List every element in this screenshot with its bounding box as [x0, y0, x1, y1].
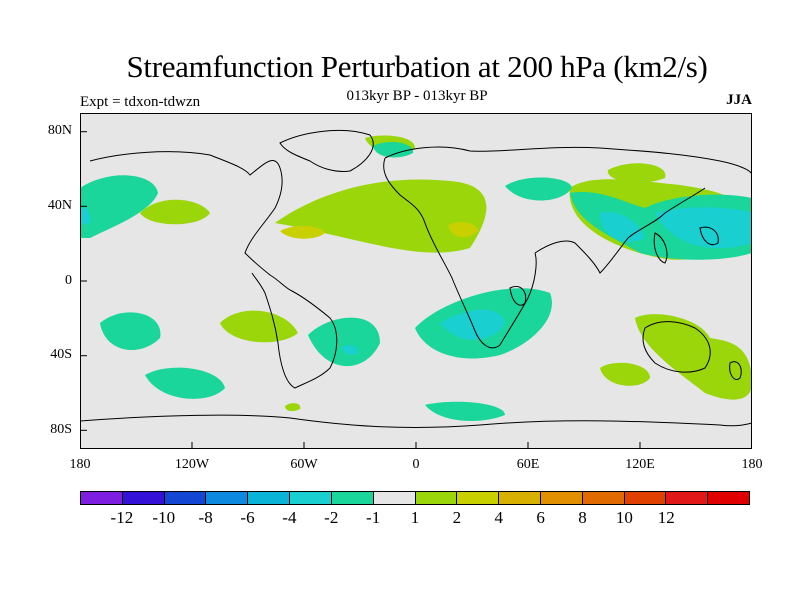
colorbar-swatch: [708, 492, 749, 504]
colorbar-label: 1: [410, 508, 420, 527]
y-tick-label: 0: [65, 273, 72, 288]
plot-subtitle: 013kyr BP - 013kyr BP: [346, 88, 488, 104]
colorbar-label: -2: [324, 508, 339, 527]
colorbar-label: 10: [615, 508, 633, 527]
contour-level-4: [280, 222, 478, 239]
colorbar-swatch: [415, 492, 458, 504]
x-tick-label: 180: [741, 457, 763, 472]
map-panel: [80, 113, 752, 449]
y-tick-label: 40S: [50, 347, 72, 362]
x-tick-label: 120E: [625, 457, 655, 472]
colorbar-swatch: [122, 492, 165, 504]
experiment-label: Expt = tdxon-tdwzn: [80, 94, 201, 110]
plot-title: Streamfunction Perturbation at 200 hPa (…: [126, 49, 708, 84]
y-tick-label: 40N: [47, 198, 72, 213]
x-tick-label: 0: [412, 457, 420, 472]
x-tick-label: 180: [69, 457, 91, 472]
colorbar-label: -12: [110, 508, 134, 527]
x-tick-label: 60E: [516, 457, 540, 472]
coastlines: [80, 129, 752, 428]
season-label: JJA: [726, 92, 752, 108]
colorbar-swatch: [331, 492, 374, 504]
colorbar-swatch: [499, 492, 541, 504]
colorbar-swatch: [373, 492, 416, 504]
colorbar-label: 4: [494, 508, 504, 527]
axis-ticks: [80, 131, 641, 449]
colorbar-label: -4: [282, 508, 297, 527]
colorbar-label: -6: [240, 508, 255, 527]
colorbar-label: 6: [536, 508, 545, 527]
x-tick-label: 60W: [290, 457, 318, 472]
colorbar-swatch: [81, 492, 123, 504]
colorbar-swatch: [290, 492, 332, 504]
colorbar-label: 2: [452, 508, 462, 527]
colorbar-swatch: [206, 492, 249, 504]
map-background: [80, 113, 752, 449]
colorbar-swatch: [582, 492, 625, 504]
colorbar-label: 12: [657, 508, 675, 527]
colorbar-swatch: [666, 492, 709, 504]
y-tick-label: 80N: [47, 123, 72, 138]
colorbar-swatch: [457, 492, 500, 504]
y-tick-label: 80S: [50, 422, 72, 437]
colorbar-label: -1: [366, 508, 381, 527]
x-tick-label: 120W: [174, 457, 210, 472]
contour-level-minus1: [80, 142, 752, 421]
map-svg: [80, 113, 752, 449]
colorbar-swatch: [624, 492, 667, 504]
colorbar-swatch: [248, 492, 291, 504]
colorbar-label: -10: [152, 508, 176, 527]
colorbar-swatch: [164, 492, 207, 504]
colorbar-label: -8: [198, 508, 213, 527]
colorbar-swatch: [540, 492, 583, 504]
colorbar-label: 8: [578, 508, 587, 527]
colorbar: [80, 491, 750, 505]
